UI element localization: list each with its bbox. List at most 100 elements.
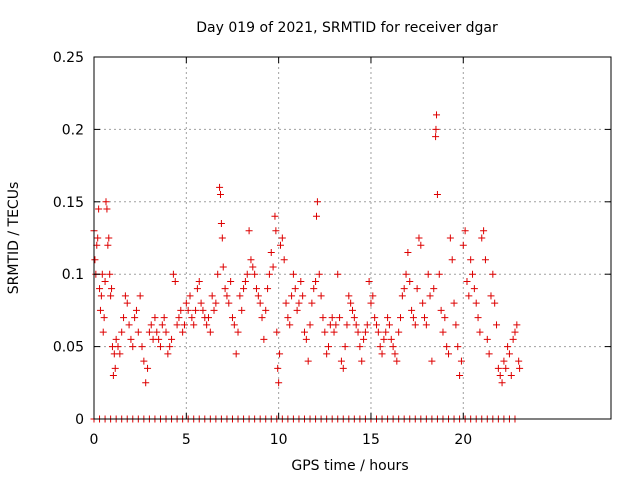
data-point: [507, 372, 515, 380]
data-point: [238, 306, 246, 314]
data-point: [406, 277, 414, 285]
data-point: [312, 277, 320, 285]
data-point: [404, 248, 412, 256]
data-point: [262, 306, 270, 314]
data-point: [308, 299, 316, 307]
data-point: [317, 292, 325, 300]
data-point: [267, 248, 275, 256]
x-tick-label: 0: [90, 432, 99, 448]
data-point: [415, 234, 423, 242]
data-point: [459, 241, 467, 249]
data-point: [147, 321, 155, 329]
data-point: [498, 379, 506, 387]
data-point: [347, 299, 355, 307]
data-point: [358, 357, 366, 365]
data-point: [395, 328, 403, 336]
x-tick-label: 20: [454, 432, 472, 448]
data-point: [94, 234, 102, 242]
data-point: [282, 299, 290, 307]
data-point: [428, 357, 436, 365]
data-point: [502, 364, 510, 372]
data-point: [432, 125, 440, 133]
data-point: [306, 321, 314, 329]
data-point: [276, 241, 284, 249]
data-point: [236, 292, 244, 300]
data-point: [365, 277, 373, 285]
data-point: [107, 292, 115, 300]
data-point: [103, 205, 111, 213]
plot-frame: [93, 56, 612, 420]
data-point: [467, 256, 475, 264]
data-point: [511, 328, 519, 336]
data-point: [234, 328, 242, 336]
data-point: [182, 299, 190, 307]
data-point: [448, 256, 456, 264]
data-point: [352, 321, 360, 329]
data-point: [385, 321, 393, 329]
data-point: [321, 328, 329, 336]
data-point: [319, 314, 327, 322]
data-point: [127, 335, 135, 343]
data-point: [313, 198, 321, 206]
data-point: [515, 357, 523, 365]
data-point: [271, 212, 279, 220]
data-point: [367, 299, 375, 307]
data-point: [180, 321, 188, 329]
data-point: [391, 350, 399, 358]
data-point: [481, 256, 489, 264]
data-point: [162, 328, 170, 336]
data-point: [456, 372, 464, 380]
data-point: [293, 306, 301, 314]
data-point: [493, 321, 501, 329]
data-point: [398, 292, 406, 300]
data-point: [120, 314, 128, 322]
data-point: [397, 314, 405, 322]
data-point: [509, 335, 517, 343]
data-point: [275, 379, 283, 387]
data-point: [409, 314, 417, 322]
data-point: [249, 263, 257, 271]
data-point: [254, 292, 262, 300]
data-point: [330, 328, 338, 336]
data-point: [217, 220, 225, 228]
y-axis-label: SRMTID / TECUs: [6, 182, 22, 295]
data-point: [354, 328, 362, 336]
data-point: [343, 321, 351, 329]
data-point: [360, 335, 368, 343]
data-point: [505, 350, 513, 358]
data-point: [302, 335, 310, 343]
data-point: [291, 285, 299, 293]
data-point: [193, 285, 201, 293]
data-point: [125, 321, 133, 329]
data-point: [197, 299, 205, 307]
data-point: [160, 314, 168, 322]
data-point: [106, 270, 114, 278]
data-point: [164, 350, 172, 358]
data-point: [332, 321, 340, 329]
data-point: [349, 306, 356, 314]
data-point: [269, 263, 277, 271]
data-point: [192, 306, 200, 314]
data-point: [336, 314, 344, 322]
data-point: [417, 241, 425, 249]
data-point: [457, 357, 465, 365]
data-point: [485, 350, 493, 358]
data-point: [376, 343, 384, 351]
data-point: [382, 328, 390, 336]
data-point: [264, 285, 272, 293]
data-point: [413, 285, 421, 293]
data-point: [218, 234, 226, 242]
data-point: [245, 227, 253, 235]
data-point: [337, 357, 345, 365]
data-point: [408, 306, 416, 314]
data-point: [225, 299, 233, 307]
data-point: [278, 234, 286, 242]
data-point: [273, 328, 281, 336]
data-point: [223, 292, 231, 300]
data-point: [129, 343, 137, 351]
data-point: [478, 234, 486, 242]
data-point: [121, 292, 129, 300]
data-point: [109, 372, 117, 380]
data-point: [102, 198, 110, 206]
data-point: [199, 306, 207, 314]
